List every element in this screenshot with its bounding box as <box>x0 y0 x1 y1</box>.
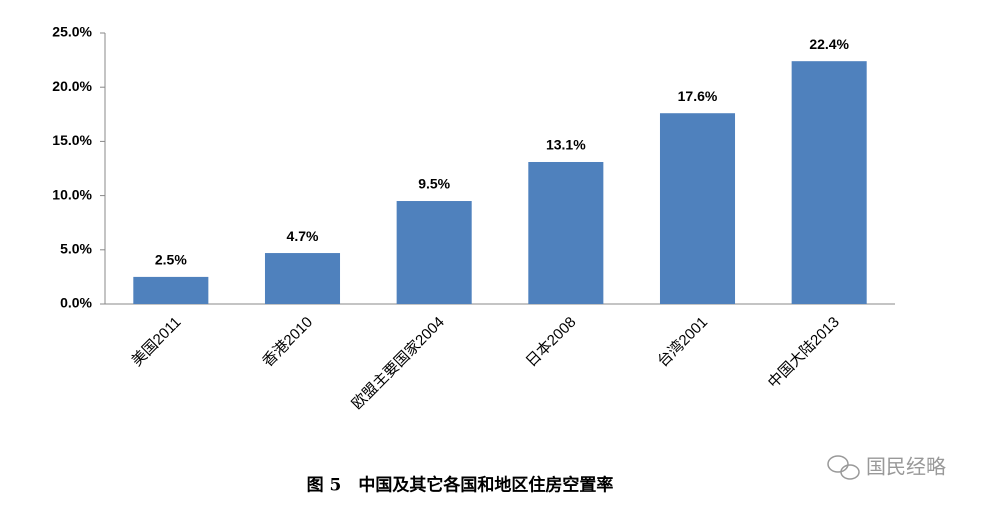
bar <box>659 113 736 304</box>
value-label: 4.7% <box>287 228 319 244</box>
y-tick-label: 5.0% <box>60 241 92 257</box>
y-tick-label: 20.0% <box>52 78 92 94</box>
wechat-icon <box>827 455 860 480</box>
x-tick-label: 台湾2001 <box>654 314 711 371</box>
bar <box>791 61 867 305</box>
x-tick-label: 香港2010 <box>259 314 316 371</box>
x-tick-label: 中国大陆2013 <box>765 314 843 392</box>
bar <box>133 276 209 304</box>
x-tick-label: 日本2008 <box>523 314 580 371</box>
y-tick-label: 10.0% <box>52 186 92 202</box>
caption: 图 5 中国及其它各国和地区住房空置率 <box>307 475 614 496</box>
value-label: 17.6% <box>678 88 718 104</box>
value-label: 13.1% <box>546 137 586 153</box>
value-label: 9.5% <box>418 176 450 192</box>
x-tick-label: 美国2011 <box>128 314 184 370</box>
watermark: 国民经略 <box>866 455 946 478</box>
value-label: 22.4% <box>809 36 849 52</box>
bar <box>264 253 341 304</box>
x-tick-label: 欧盟主要国家2004 <box>349 314 448 413</box>
y-tick-label: 15.0% <box>52 132 92 148</box>
value-label: 2.5% <box>155 252 187 268</box>
y-tick-label: 0.0% <box>60 295 92 311</box>
bar <box>528 161 604 304</box>
bar <box>396 201 472 304</box>
y-tick-label: 25.0% <box>52 24 92 40</box>
